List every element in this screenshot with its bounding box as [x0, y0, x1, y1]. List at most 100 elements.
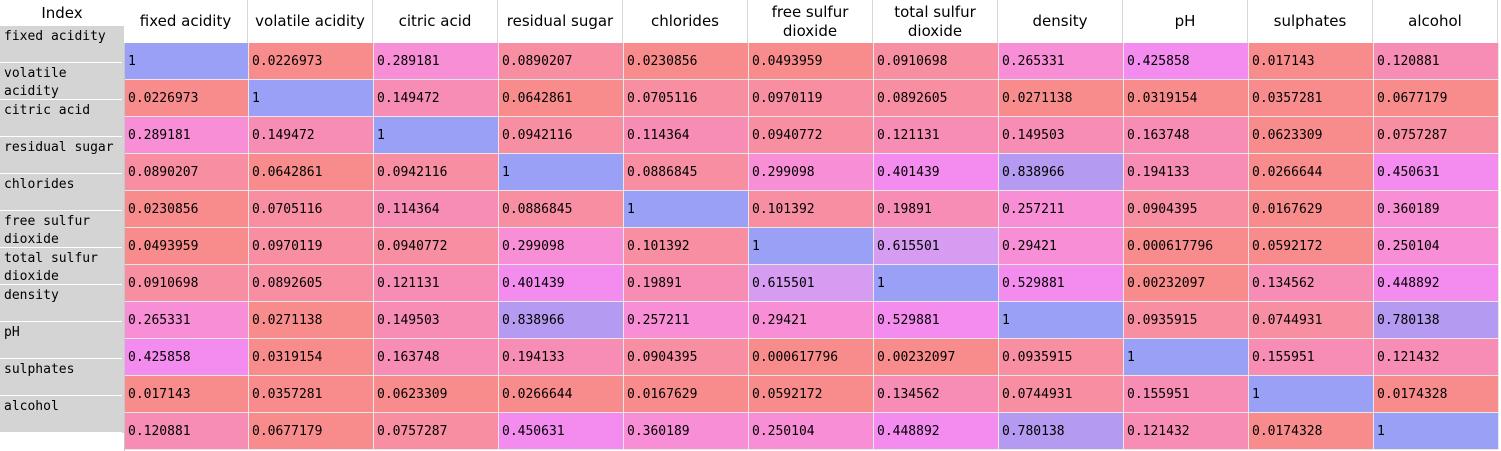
- table-cell[interactable]: 0.0493959: [125, 228, 249, 265]
- table-cell[interactable]: 0.0890207: [125, 154, 249, 191]
- table-cell[interactable]: 0.780138: [999, 413, 1124, 450]
- table-cell[interactable]: 0.425858: [1124, 43, 1249, 80]
- table-cell[interactable]: 0.149472: [249, 117, 374, 154]
- table-cell[interactable]: 0.0890207: [499, 43, 624, 80]
- table-cell[interactable]: 0.0319154: [249, 339, 374, 376]
- table-cell[interactable]: 0.121432: [1374, 339, 1499, 376]
- table-cell[interactable]: 0.149503: [374, 302, 499, 339]
- table-cell[interactable]: 0.101392: [624, 228, 749, 265]
- table-cell[interactable]: 0.155951: [1249, 339, 1374, 376]
- table-cell[interactable]: 0.0592172: [1249, 228, 1374, 265]
- row-index-label[interactable]: chlorides: [0, 174, 122, 211]
- table-cell[interactable]: 0.29421: [999, 228, 1124, 265]
- table-cell[interactable]: 0.163748: [374, 339, 499, 376]
- row-index-label[interactable]: pH: [0, 322, 122, 359]
- table-cell[interactable]: 0.194133: [499, 339, 624, 376]
- table-cell[interactable]: 0.299098: [749, 154, 874, 191]
- table-cell[interactable]: 0.289181: [125, 117, 249, 154]
- table-cell[interactable]: 1: [249, 80, 374, 117]
- table-cell[interactable]: 0.0886845: [624, 154, 749, 191]
- row-index-label[interactable]: alcohol: [0, 396, 122, 433]
- table-cell[interactable]: 1: [874, 265, 999, 302]
- table-cell[interactable]: 0.450631: [499, 413, 624, 450]
- table-cell[interactable]: 0.114364: [374, 191, 499, 228]
- table-cell[interactable]: 0.289181: [374, 43, 499, 80]
- table-cell[interactable]: 0.0705116: [249, 191, 374, 228]
- row-index-label[interactable]: citric acid: [0, 100, 122, 137]
- column-header[interactable]: pH: [1123, 0, 1248, 43]
- table-cell[interactable]: 0.360189: [1374, 191, 1499, 228]
- table-cell[interactable]: 0.0642861: [249, 154, 374, 191]
- table-cell[interactable]: 0.0904395: [1124, 191, 1249, 228]
- table-cell[interactable]: 0.0935915: [1124, 302, 1249, 339]
- table-cell[interactable]: 0.0757287: [1374, 117, 1499, 154]
- table-cell[interactable]: 0.0319154: [1124, 80, 1249, 117]
- table-cell[interactable]: 0.0226973: [125, 80, 249, 117]
- table-cell[interactable]: 0.0592172: [749, 376, 874, 413]
- table-cell[interactable]: 0.19891: [874, 191, 999, 228]
- table-cell[interactable]: 0.615501: [874, 228, 999, 265]
- table-cell[interactable]: 0.0271138: [249, 302, 374, 339]
- table-cell[interactable]: 0.0940772: [749, 117, 874, 154]
- row-index-label[interactable]: free sulfur dioxide: [0, 211, 122, 248]
- column-header[interactable]: fixed acidity: [124, 0, 248, 43]
- table-cell[interactable]: 0.250104: [1374, 228, 1499, 265]
- table-cell[interactable]: 0.0167629: [624, 376, 749, 413]
- table-cell[interactable]: 0.615501: [749, 265, 874, 302]
- table-cell[interactable]: 0.0677179: [1374, 80, 1499, 117]
- table-cell[interactable]: 0.0167629: [1249, 191, 1374, 228]
- table-cell[interactable]: 0.0970119: [249, 228, 374, 265]
- table-cell[interactable]: 0.017143: [1249, 43, 1374, 80]
- column-header[interactable]: citric acid: [373, 0, 498, 43]
- table-cell[interactable]: 0.19891: [624, 265, 749, 302]
- table-cell[interactable]: 0.0744931: [999, 376, 1124, 413]
- table-cell[interactable]: 0.114364: [624, 117, 749, 154]
- table-cell[interactable]: 0.0642861: [499, 80, 624, 117]
- table-cell[interactable]: 0.000617796: [1124, 228, 1249, 265]
- table-cell[interactable]: 0.529881: [999, 265, 1124, 302]
- table-cell[interactable]: 0.0892605: [874, 80, 999, 117]
- table-cell[interactable]: 0.401439: [874, 154, 999, 191]
- table-cell[interactable]: 0.360189: [624, 413, 749, 450]
- table-cell[interactable]: 0.250104: [749, 413, 874, 450]
- table-cell[interactable]: 0.0271138: [999, 80, 1124, 117]
- table-cell[interactable]: 0.0942116: [499, 117, 624, 154]
- table-cell[interactable]: 0.0623309: [374, 376, 499, 413]
- row-index-label[interactable]: fixed acidity: [0, 26, 122, 63]
- column-header[interactable]: free sulfur dioxide: [748, 0, 873, 43]
- table-cell[interactable]: 0.0970119: [749, 80, 874, 117]
- column-header[interactable]: alcohol: [1373, 0, 1498, 43]
- table-cell[interactable]: 0.121432: [1124, 413, 1249, 450]
- column-header[interactable]: density: [998, 0, 1123, 43]
- table-cell[interactable]: 1: [749, 228, 874, 265]
- table-cell[interactable]: 1: [624, 191, 749, 228]
- table-cell[interactable]: 0.257211: [624, 302, 749, 339]
- column-header[interactable]: sulphates: [1248, 0, 1373, 43]
- table-cell[interactable]: 0.0744931: [1249, 302, 1374, 339]
- table-cell[interactable]: 0.0935915: [999, 339, 1124, 376]
- table-cell[interactable]: 0.0705116: [624, 80, 749, 117]
- table-cell[interactable]: 0.838966: [499, 302, 624, 339]
- table-cell[interactable]: 0.0886845: [499, 191, 624, 228]
- table-cell[interactable]: 0.0230856: [125, 191, 249, 228]
- table-cell[interactable]: 0.120881: [1374, 43, 1499, 80]
- table-cell[interactable]: 1: [125, 43, 249, 80]
- table-cell[interactable]: 0.0266644: [1249, 154, 1374, 191]
- table-cell[interactable]: 0.0940772: [374, 228, 499, 265]
- table-cell[interactable]: 0.838966: [999, 154, 1124, 191]
- table-cell[interactable]: 0.00232097: [1124, 265, 1249, 302]
- column-header[interactable]: chlorides: [623, 0, 748, 43]
- table-cell[interactable]: 0.265331: [999, 43, 1124, 80]
- table-cell[interactable]: 0.00232097: [874, 339, 999, 376]
- table-cell[interactable]: 0.0174328: [1249, 413, 1374, 450]
- table-cell[interactable]: 0.257211: [999, 191, 1124, 228]
- table-cell[interactable]: 0.017143: [125, 376, 249, 413]
- table-cell[interactable]: 0.155951: [1124, 376, 1249, 413]
- index-column-header[interactable]: Index: [0, 0, 124, 26]
- table-cell[interactable]: 0.101392: [749, 191, 874, 228]
- table-cell[interactable]: 0.163748: [1124, 117, 1249, 154]
- row-index-label[interactable]: volatile acidity: [0, 63, 122, 100]
- row-index-label[interactable]: sulphates: [0, 359, 122, 396]
- table-cell[interactable]: 1: [1124, 339, 1249, 376]
- table-cell[interactable]: 0.0493959: [749, 43, 874, 80]
